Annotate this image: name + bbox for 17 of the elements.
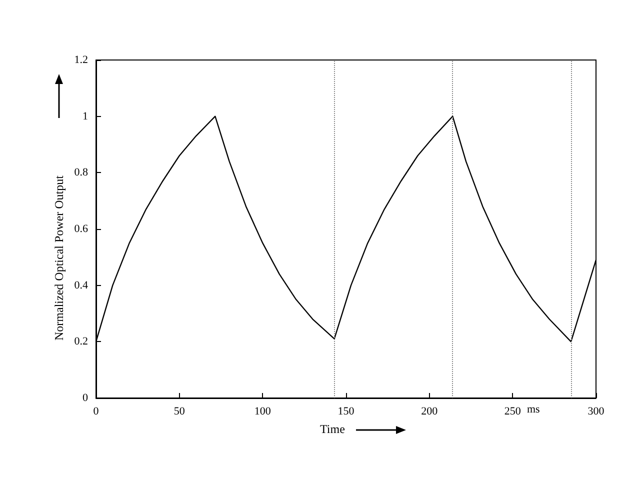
x-tick-label: 100 xyxy=(254,406,272,418)
y-tick-label: 1.2 xyxy=(74,54,88,66)
x-tick-label: 200 xyxy=(421,406,438,418)
x-tick-label: 250 xyxy=(504,406,522,418)
x-axis-title: Time xyxy=(320,422,345,436)
y-axis-title: Normalized Optical Power Output xyxy=(52,174,66,340)
y-tick-label: 0.6 xyxy=(74,223,88,235)
y-tick-label: 0 xyxy=(82,392,88,404)
y-tick-label: 0.8 xyxy=(74,166,88,179)
x-tick-label: 0 xyxy=(93,406,100,418)
text: ms xyxy=(527,404,540,416)
y-tick-label: 1 xyxy=(82,110,88,122)
x-tick-label: 150 xyxy=(338,406,355,418)
x-tick-label: 300 xyxy=(588,406,605,418)
x-tick-label: 50 xyxy=(174,406,186,418)
y-tick-label: 0.4 xyxy=(74,279,88,292)
y-tick-label: 0.2 xyxy=(74,336,88,348)
